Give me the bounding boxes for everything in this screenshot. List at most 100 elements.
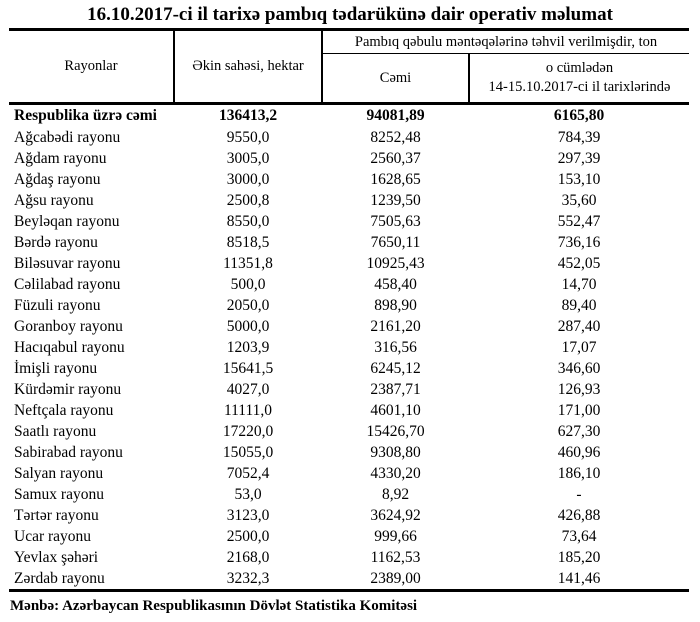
delivered-recent-value: 89,40 — [561, 297, 597, 314]
delivered-recent-value: - — [576, 486, 582, 503]
district-name: Yevlax şəhəri — [14, 549, 99, 566]
sown-area-value: 4027,0 — [226, 381, 270, 398]
table-row: İmişli rayonu 15641,5 6245,12 346,60 — [9, 359, 689, 380]
sown-area-value: 8550,0 — [226, 213, 270, 230]
district-name: Ağcabədi rayonu — [14, 129, 121, 146]
district-name: Neftçala rayonu — [14, 402, 114, 419]
delivered-recent-value: 126,93 — [557, 381, 601, 398]
table-row: Bərdə rayonu 8518,5 7650,11 736,16 — [9, 233, 689, 254]
column-header-sown-area: Əkin sahəsi, hektar — [174, 29, 323, 104]
district-name: Ağsu rayonu — [14, 192, 94, 209]
table-row: Ucar rayonu 2500,0 999,66 73,64 — [9, 527, 689, 548]
table-row: Beyləqan rayonu 8550,0 7505,63 552,47 — [9, 212, 689, 233]
sown-area-value: 15055,0 — [222, 444, 274, 461]
table-row-total: Respublika üzrə cəmi 136413,2 94081,89 6… — [9, 104, 689, 128]
district-name: Samux rayonu — [14, 486, 104, 503]
district-name: Beyləqan rayonu — [14, 213, 120, 230]
column-header-districts: Rayonlar — [9, 29, 175, 104]
total-delivered-value: 94081,89 — [366, 107, 425, 125]
sown-area-value: 3005,0 — [226, 150, 270, 167]
delivered-total-value: 1162,53 — [370, 549, 421, 566]
column-header-recent-dates: o cümlədən 14-15.10.2017-ci il tarixləri… — [469, 54, 689, 104]
delivered-recent-value: 346,60 — [557, 360, 601, 377]
table-row: Ağdaş rayonu 3000,0 1628,65 153,10 — [9, 170, 689, 191]
table-row: Tərtər rayonu 3123,0 3624,92 426,88 — [9, 506, 689, 527]
sown-area-value: 2500,0 — [226, 528, 270, 545]
delivered-total-value: 4330,20 — [370, 465, 421, 482]
district-name: Sabirabad rayonu — [14, 444, 123, 461]
sown-area-value: 15641,5 — [222, 360, 274, 377]
district-name: Zərdab rayonu — [14, 569, 105, 587]
district-name: Goranboy rayonu — [14, 318, 123, 335]
delivered-total-value: 316,56 — [374, 339, 417, 356]
delivered-total-value: 999,66 — [374, 528, 417, 545]
delivered-recent-value: 141,46 — [557, 569, 601, 587]
district-name: İmişli rayonu — [14, 360, 98, 377]
table-row: Saatlı rayonu 17220,0 15426,70 627,30 — [9, 422, 689, 443]
delivered-recent-value: 736,16 — [557, 234, 601, 251]
district-name: Kürdəmir rayonu — [14, 381, 122, 398]
delivered-recent-value: 186,10 — [557, 465, 601, 482]
table-row: Cəlilabad rayonu 500,0 458,40 14,70 — [9, 275, 689, 296]
delivered-total-value: 7650,11 — [370, 234, 421, 251]
sown-area-value: 11111,0 — [223, 402, 273, 419]
delivered-total-value: 9308,80 — [370, 444, 421, 461]
column-header-recent-line2: 14-15.10.2017-ci il tarixlərində — [488, 79, 671, 95]
district-name: Füzuli rayonu — [14, 297, 101, 314]
delivered-total-value: 7505,63 — [370, 213, 421, 230]
district-name: Bərdə rayonu — [14, 234, 98, 251]
table-row: Hacıqabul rayonu 1203,9 316,56 17,07 — [9, 338, 689, 359]
column-header-total: Cəmi — [322, 53, 470, 104]
cotton-procurement-table: Rayonlar Əkin sahəsi, hektar Pambıq qəbu… — [9, 28, 689, 592]
delivered-total-value: 10925,43 — [366, 255, 425, 272]
sown-area-value: 500,0 — [230, 276, 266, 293]
table-row: Samux rayonu 53,0 8,92 - — [9, 485, 689, 506]
district-name: Hacıqabul rayonu — [14, 339, 125, 356]
table-row: Yevlax şəhəri 2168,0 1162,53 185,20 — [9, 548, 689, 569]
table-row: Ağcabədi rayonu 9550,0 8252,48 784,39 — [9, 128, 689, 149]
delivered-recent-value: 452,05 — [557, 255, 601, 272]
delivered-recent-value: 552,47 — [557, 213, 601, 230]
sown-area-value: 1203,9 — [226, 339, 270, 356]
delivered-total-value: 2389,00 — [370, 569, 421, 587]
total-delivered-recent-value: 6165,80 — [553, 107, 605, 125]
table-row: Salyan rayonu 7052,4 4330,20 186,10 — [9, 464, 689, 485]
sown-area-value: 8518,5 — [226, 234, 270, 251]
district-name: Ucar rayonu — [14, 528, 92, 545]
table-row: Kürdəmir rayonu 4027,0 2387,71 126,93 — [9, 380, 689, 401]
table-row: Ağdam rayonu 3005,0 2560,37 297,39 — [9, 149, 689, 170]
table-row: Neftçala rayonu 11111,0 4601,10 171,00 — [9, 401, 689, 422]
delivered-total-value: 2161,20 — [370, 318, 421, 335]
sown-area-value: 7052,4 — [226, 465, 270, 482]
column-header-recent-line1: o cümlədən — [545, 60, 614, 76]
district-name: Saatlı rayonu — [14, 423, 97, 440]
sown-area-value: 3123,0 — [226, 507, 270, 524]
sown-area-value: 2168,0 — [226, 549, 270, 566]
delivered-recent-value: 17,07 — [561, 339, 597, 356]
table-body: Respublika üzrə cəmi 136413,2 94081,89 6… — [9, 104, 689, 590]
delivered-total-value: 2560,37 — [370, 150, 421, 167]
table-header: Rayonlar Əkin sahəsi, hektar Pambıq qəbu… — [9, 29, 689, 104]
total-sown-area-value: 136413,2 — [218, 107, 278, 125]
delivered-total-value: 898,90 — [374, 297, 417, 314]
delivered-recent-value: 460,96 — [557, 444, 601, 461]
delivered-total-value: 4601,10 — [370, 402, 421, 419]
delivered-recent-value: 35,60 — [561, 192, 597, 209]
delivered-total-value: 15426,70 — [366, 423, 425, 440]
column-header-delivered-group: Pambıq qəbulu məntəqələrinə təhvil veril… — [322, 29, 689, 54]
sown-area-value: 53,0 — [234, 486, 262, 503]
delivered-total-value: 8252,48 — [370, 129, 421, 146]
district-name: Biləsuvar rayonu — [14, 255, 121, 272]
page-title: 16.10.2017-ci il tarixə pambıq tədarükün… — [87, 4, 613, 25]
table-row: Goranboy rayonu 5000,0 2161,20 287,40 — [9, 317, 689, 338]
delivered-recent-value: 426,88 — [557, 507, 601, 524]
table-row: Füzuli rayonu 2050,0 898,90 89,40 — [9, 296, 689, 317]
delivered-recent-value: 73,64 — [561, 528, 597, 545]
district-name: Tərtər rayonu — [14, 507, 99, 524]
source-note: Mənbə: Azərbaycan Respublikasının Dövlət… — [10, 597, 418, 614]
sown-area-value: 11351,8 — [223, 255, 273, 272]
delivered-total-value: 6245,12 — [370, 360, 421, 377]
delivered-total-value: 2387,71 — [370, 381, 421, 398]
table-row: Sabirabad rayonu 15055,0 9308,80 460,96 — [9, 443, 689, 464]
